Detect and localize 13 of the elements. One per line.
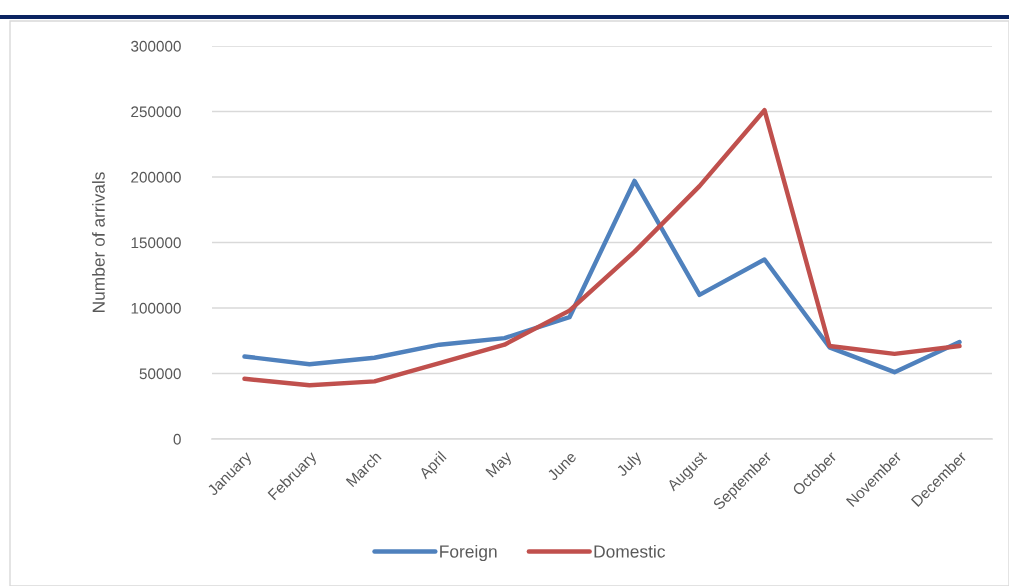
line-series	[242, 178, 962, 375]
y-tick-label: 150000	[131, 237, 181, 249]
legend-label: Domestic	[594, 544, 666, 558]
y-tick-label: 100000	[131, 302, 181, 314]
y-tick-label: 200000	[131, 171, 181, 183]
x-tick-label: July	[615, 450, 645, 480]
y-tick-label: 250000	[131, 106, 181, 118]
y-tick-label: 300000	[131, 40, 181, 52]
y-tick-label: 50000	[139, 368, 181, 380]
line-series	[242, 107, 962, 388]
legend-label: Foreign	[440, 544, 497, 562]
y-tick-label: 0	[173, 433, 181, 445]
y-axis-title: Number of arrivals	[92, 172, 105, 312]
